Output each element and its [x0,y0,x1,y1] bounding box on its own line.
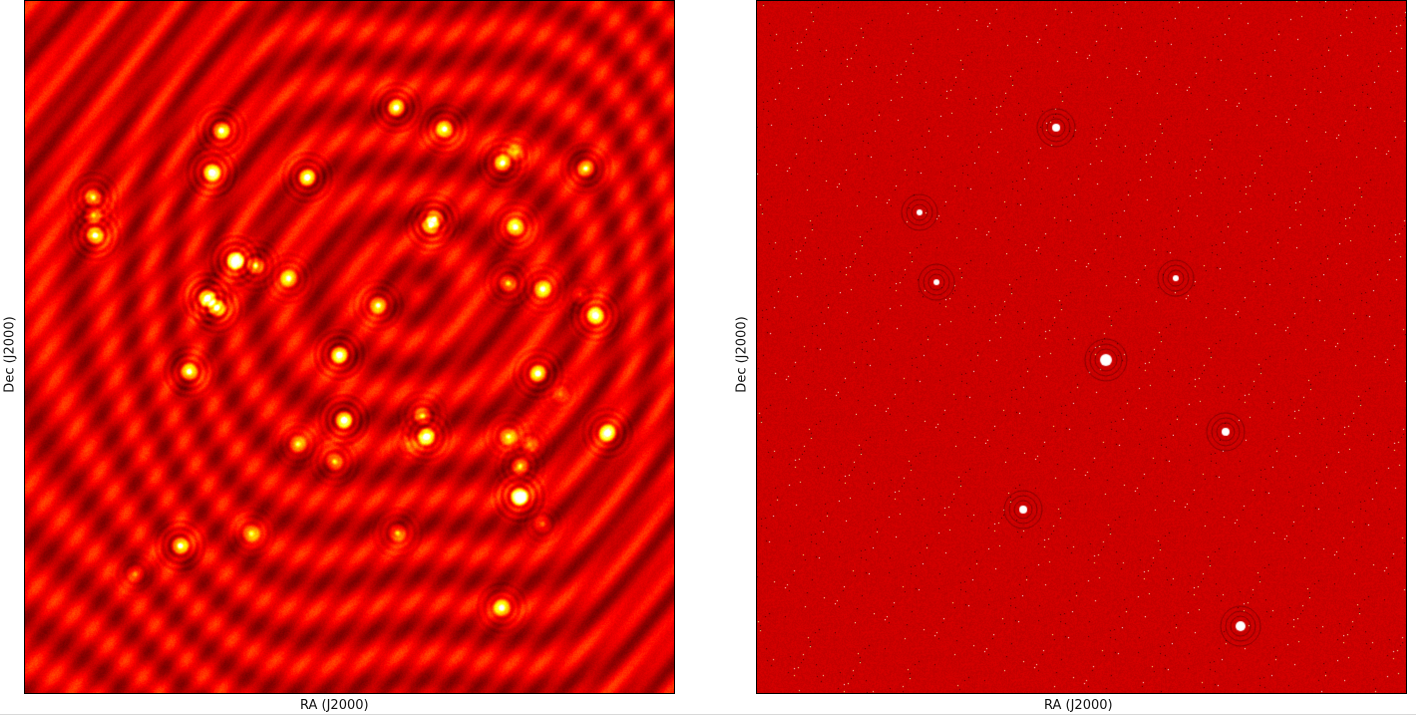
right-image-panel: Dec (J2000) RA (J2000) [708,0,1416,717]
left-radio-image [25,1,674,693]
right-y-axis-label: Dec (J2000) [734,316,750,393]
left-y-axis-label: Dec (J2000) [2,316,18,393]
bottom-divider [0,714,1416,715]
left-image-panel: Dec (J2000) RA (J2000) [2,0,675,713]
left-image-frame [24,0,675,694]
left-x-axis-label: RA (J2000) [300,698,369,713]
right-x-axis-label: RA (J2000) [1044,698,1113,713]
right-image-frame [756,0,1407,694]
right-radio-image [757,1,1406,693]
